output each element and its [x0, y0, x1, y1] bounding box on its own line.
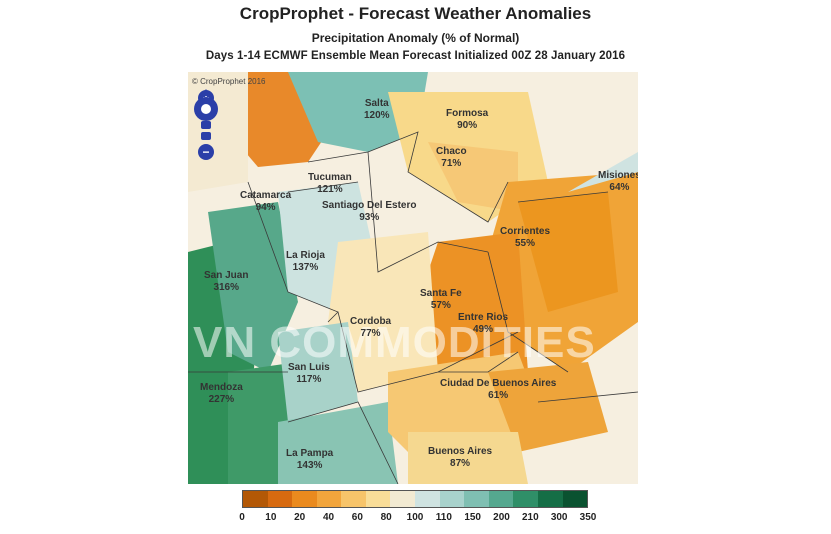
- san-juan-patch: [208, 202, 298, 372]
- region-label-corrientes: Corrientes 55%: [500, 226, 551, 249]
- legend-swatch: [439, 491, 465, 507]
- san-luis-patch: [278, 322, 358, 422]
- legend-ticks: 0 10 20 40 60 80 100 110 150 200 210 300 350: [232, 512, 598, 526]
- region-label-san-luis: San Luis 117%: [288, 362, 330, 385]
- legend-tick-label: 210: [521, 512, 539, 523]
- legend-swatch: [267, 491, 293, 507]
- region-label-entre-rios: Entre Rios 49%: [458, 312, 509, 335]
- legend-swatch: [292, 491, 317, 507]
- map-copyright: © CropProphet 2016: [192, 77, 266, 86]
- region-label-formosa: Formosa 90%: [446, 108, 489, 131]
- legend-swatch: [341, 491, 366, 507]
- cordoba-patch: [328, 232, 438, 392]
- page-title: CropProphet - Forecast Weather Anomalies: [239, 4, 592, 23]
- map-canvas: [188, 72, 638, 484]
- legend-swatch: [365, 491, 391, 507]
- legend-tick-label: 100: [406, 512, 424, 523]
- region-label-misiones: Misiones 64%: [598, 170, 638, 193]
- legend-tick-label: 110: [435, 512, 452, 523]
- pan-control[interactable]: [192, 86, 220, 132]
- legend-color-bar: [242, 490, 588, 508]
- legend-swatch: [243, 491, 268, 507]
- legend-swatch: [316, 491, 342, 507]
- ne-patch: [568, 152, 638, 192]
- region-label-san-juan: San Juan 316%: [204, 270, 249, 293]
- anomaly-map[interactable]: © CropProphet 2016 + − VN COMMODITIES Sa…: [188, 72, 638, 484]
- legend-tick-label: 10: [265, 512, 277, 523]
- region-label-buenos-aires: Buenos Aires 87%: [428, 446, 493, 469]
- legend-tick-label: 60: [351, 512, 363, 523]
- region-label-cordoba: Cordoba 77%: [350, 316, 392, 339]
- corrientes-patch: [518, 192, 618, 312]
- zoom-out-button[interactable]: −: [198, 144, 214, 160]
- legend-swatch: [537, 491, 563, 507]
- legend-tick-label: 200: [493, 512, 510, 523]
- south-yellow-patch: [408, 432, 528, 484]
- color-legend: [242, 490, 588, 510]
- region-label-chaco: Chaco 71%: [436, 146, 467, 169]
- region-label-santiago: Santiago Del Estero 93%: [322, 200, 417, 223]
- legend-tick-label: 300: [550, 512, 568, 523]
- map-subtitle: Precipitation Anomaly (% of Normal): [311, 31, 520, 45]
- region-label-la-pampa: La Pampa 143%: [286, 448, 334, 471]
- region-label-mendoza: Mendoza 227%: [200, 382, 243, 405]
- chaco-patch: [428, 142, 518, 212]
- ciudad-patch: [488, 362, 608, 452]
- region-label-la-rioja: La Rioja 137%: [286, 250, 325, 273]
- legend-swatch: [513, 491, 538, 507]
- legend-tick-label: 40: [322, 512, 335, 523]
- legend-swatch: [390, 491, 416, 507]
- region-label-catamarca: Catamarca 94%: [240, 190, 292, 213]
- forecast-description: Days 1-14 ECMWF Ensemble Mean Forecast I…: [205, 50, 626, 62]
- region-label-salta: Salta 120%: [364, 98, 390, 121]
- legend-tick-label: 20: [294, 512, 306, 523]
- legend-tick-label: 350: [579, 512, 597, 523]
- region-label-ciudad: Ciudad De Buenos Aires 61%: [440, 378, 557, 401]
- watermark: VN COMMODITIES: [193, 318, 596, 367]
- legend-swatch: [488, 491, 514, 507]
- legend-tick-label: 80: [380, 512, 392, 523]
- map-navigation[interactable]: + −: [192, 86, 220, 164]
- zoom-level-bar[interactable]: [201, 132, 211, 140]
- region-label-tucuman: Tucuman 121%: [308, 172, 352, 195]
- legend-swatch: [415, 491, 440, 507]
- legend-swatch: [464, 491, 489, 507]
- legend-tick-label: 150: [464, 512, 481, 523]
- legend-swatch: [562, 491, 588, 507]
- legend-tick-label: 0: [239, 512, 245, 523]
- province-borders: [188, 131, 638, 484]
- region-label-santa-fe: Santa Fe 57%: [420, 288, 462, 311]
